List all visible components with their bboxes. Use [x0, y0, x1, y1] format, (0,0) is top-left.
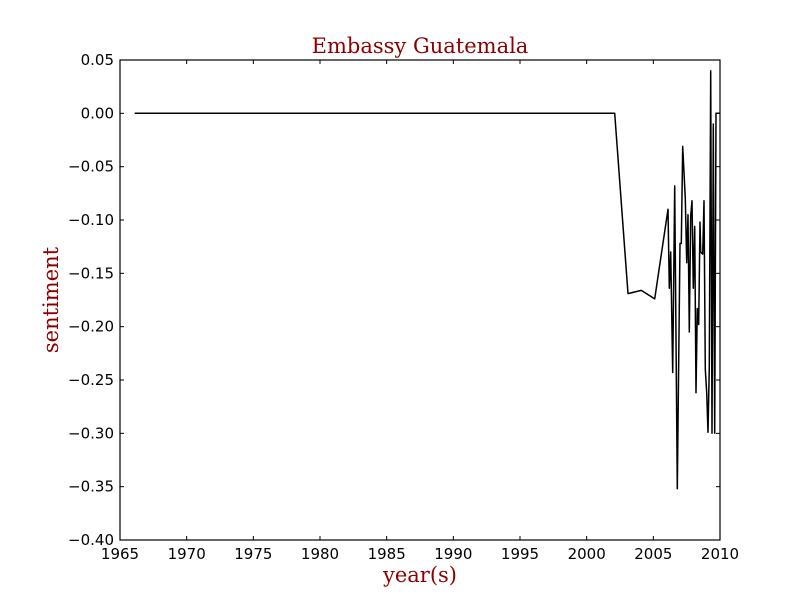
- x-tick-label: 1970: [168, 545, 206, 563]
- series-line-0: [134, 69, 720, 490]
- y-tick-label: −0.15: [68, 264, 114, 282]
- axes-frame: [119, 59, 721, 541]
- y-axis-label: sentiment: [39, 246, 63, 353]
- x-tick-label: 1980: [301, 545, 339, 563]
- x-tick-label: 2000: [568, 545, 606, 563]
- y-tick-label: −0.10: [68, 211, 114, 229]
- plot-area: [134, 69, 720, 490]
- x-tick-label: 1995: [501, 545, 539, 563]
- y-tick-label: 0.05: [81, 51, 114, 69]
- y-tick-label: −0.35: [68, 478, 114, 496]
- y-tick-label: −0.05: [68, 158, 114, 176]
- x-tick-label: 2010: [701, 545, 739, 563]
- x-tick-label: 1975: [234, 545, 272, 563]
- x-axis-label: year(s): [382, 563, 457, 587]
- chart-title: Embassy Guatemala: [312, 34, 529, 58]
- x-tick-label: 1985: [368, 545, 406, 563]
- y-tick-label: −0.25: [68, 371, 114, 389]
- y-tick-label: 0.00: [81, 104, 114, 122]
- y-tick-label: −0.30: [68, 424, 114, 442]
- x-tick-label: 1965: [101, 545, 139, 563]
- x-tick-label: 1990: [434, 545, 472, 563]
- tick-labels: 1965 1970 1975 1980 1985 1990 1995 2000 2005 2010…: [68, 51, 739, 563]
- y-tick-label: −0.20: [68, 318, 114, 336]
- x-tick-label: 2005: [634, 545, 672, 563]
- y-tick-label: −0.40: [68, 531, 114, 549]
